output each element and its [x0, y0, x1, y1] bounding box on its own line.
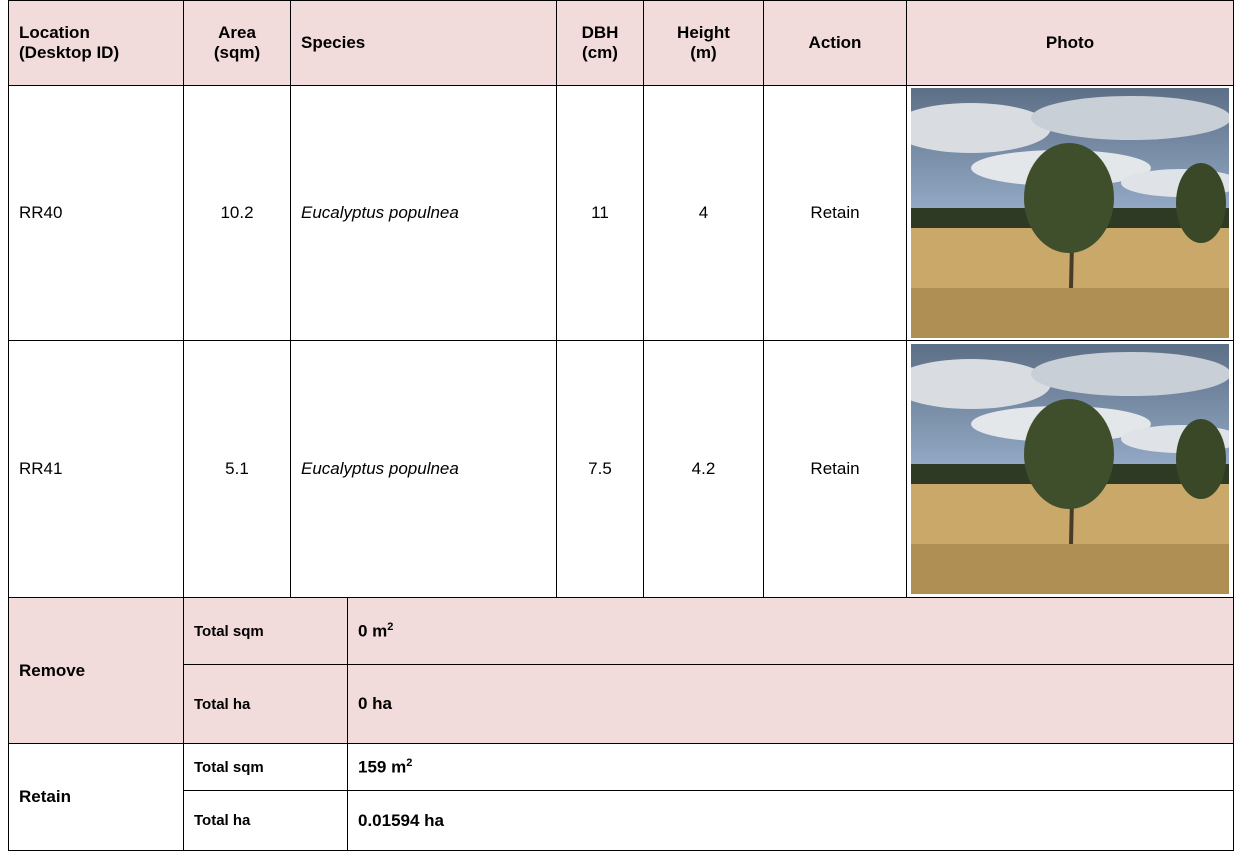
header-text: Area (sqm): [214, 23, 260, 63]
summary-value: 0.01594 ha: [348, 791, 1234, 851]
value-text: 0.01594 ha: [358, 811, 444, 830]
summary-value: 0 m2: [348, 598, 1234, 665]
table-cell: Retain: [764, 341, 907, 598]
table-cell: 5.1: [184, 341, 291, 598]
photo-shape: [911, 544, 1229, 594]
table-cell: 10.2: [184, 86, 291, 341]
photo: [911, 344, 1229, 594]
summary-value: 159 m2: [348, 744, 1234, 791]
photo-shape: [911, 288, 1229, 338]
table-cell: Eucalyptus populnea: [291, 86, 557, 341]
photo-shape: [1031, 352, 1229, 396]
photo-shape: [1024, 399, 1114, 509]
header-cell: Location (Desktop ID): [9, 1, 184, 86]
photo: [911, 88, 1229, 338]
header-cell: Action: [764, 1, 907, 86]
table-cell: Retain: [764, 86, 907, 341]
value-text: 0 ha: [358, 694, 392, 713]
summary-value: 0 ha: [348, 665, 1234, 744]
table-cell: 4.2: [644, 341, 764, 598]
header-text: Height (m): [677, 23, 730, 63]
table-cell: Eucalyptus populnea: [291, 341, 557, 598]
header-cell: Height (m): [644, 1, 764, 86]
summary-key: Total sqm: [184, 744, 348, 791]
summary-key: Total ha: [184, 665, 348, 744]
table-cell: RR40: [9, 86, 184, 341]
header-text: DBH (cm): [582, 23, 619, 63]
photo-shape: [1031, 96, 1229, 140]
value-text: 0 m: [358, 621, 387, 640]
summary-label: Remove: [9, 598, 184, 744]
photo-shape: [1176, 419, 1226, 499]
header-cell: Area (sqm): [184, 1, 291, 86]
summary-row: Total ha 0 ha: [9, 665, 1234, 744]
value-text: 159 m: [358, 757, 406, 776]
header-cell: DBH (cm): [557, 1, 644, 86]
table-cell: 7.5: [557, 341, 644, 598]
superscript: 2: [406, 757, 412, 769]
photo-cell: [907, 341, 1234, 598]
table-cell: RR41: [9, 341, 184, 598]
header-cell: Photo: [907, 1, 1234, 86]
page: Location (Desktop ID) Area (sqm) Species…: [0, 0, 1241, 850]
table-cell: 4: [644, 86, 764, 341]
summary-row: Total ha 0.01594 ha: [9, 791, 1234, 851]
table-cell: 11: [557, 86, 644, 341]
photo-shape: [1176, 163, 1226, 243]
tree-table: Location (Desktop ID) Area (sqm) Species…: [8, 0, 1234, 598]
header-row: Location (Desktop ID) Area (sqm) Species…: [9, 1, 1234, 86]
summary-key: Total ha: [184, 791, 348, 851]
photo-cell: [907, 86, 1234, 341]
superscript: 2: [387, 621, 393, 633]
summary-label: Retain: [9, 744, 184, 851]
summary-key: Total sqm: [184, 598, 348, 665]
header-cell: Species: [291, 1, 557, 86]
photo-shape: [1024, 143, 1114, 253]
header-text: Location (Desktop ID): [19, 23, 159, 63]
